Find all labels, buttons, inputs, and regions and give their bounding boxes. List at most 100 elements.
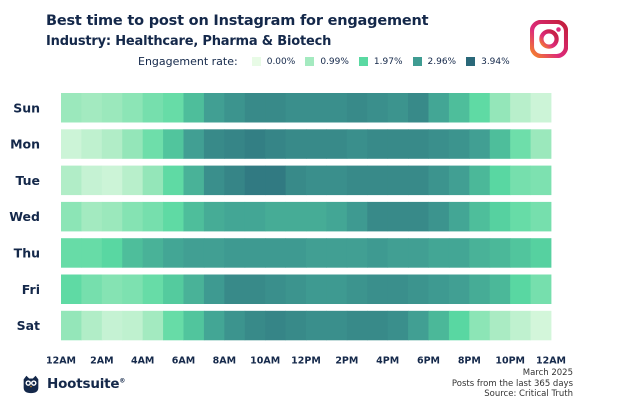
heatmap-cell	[203, 165, 225, 196]
legend-swatch	[358, 57, 368, 66]
heatmap-cell	[510, 165, 531, 196]
heatmap-cell	[428, 310, 450, 341]
heatmap-cell	[530, 238, 552, 268]
heatmap-cell	[469, 93, 491, 123]
x-tick-label: 10AM	[250, 355, 280, 366]
heatmap-cell	[265, 129, 286, 159]
heatmap-cell	[530, 310, 552, 341]
heatmap-cell	[428, 201, 450, 232]
heatmap-cell	[530, 201, 552, 232]
heatmap-rows	[61, 93, 552, 341]
legend-item: 0.00%	[251, 56, 296, 67]
heatmap-cell	[163, 274, 184, 304]
day-label: Mon	[10, 137, 40, 152]
heatmap-cell	[326, 310, 348, 341]
heatmap-cell	[306, 274, 327, 304]
heatmap-cell	[469, 165, 491, 196]
x-tick-label: 8AM	[213, 355, 236, 366]
heatmap-cell	[530, 274, 552, 304]
heatmap-cell	[244, 310, 266, 341]
heatmap-cell	[285, 93, 307, 123]
legend-label: 3.94%	[481, 56, 510, 67]
heatmap-cell	[387, 129, 409, 159]
legend-label: 2.96%	[427, 56, 457, 67]
instagram-icon	[530, 20, 568, 58]
heatmap-cell	[81, 238, 103, 268]
legend-item: 3.94%	[466, 57, 510, 67]
heatmap-cell	[448, 238, 470, 268]
heatmap-cell	[101, 310, 123, 341]
day-label: Fri	[22, 282, 40, 297]
legend-swatch	[412, 57, 422, 66]
heatmap-cell	[183, 201, 205, 232]
heatmap-cell	[183, 129, 205, 159]
heatmap-cell	[244, 201, 266, 232]
heatmap-cell	[326, 165, 348, 196]
heatmap-cell	[489, 310, 511, 341]
legend-swatch	[466, 57, 476, 66]
heatmap-cell	[469, 201, 491, 232]
heatmap-cell	[510, 274, 531, 304]
heatmap-cell	[428, 165, 450, 196]
heatmap-cell	[265, 274, 286, 304]
heatmap-cell	[81, 310, 103, 341]
heatmap-cell	[142, 165, 164, 196]
x-tick-label: 10PM	[495, 355, 525, 366]
heatmap-cell	[203, 93, 225, 123]
legend-label: 0.00%	[266, 56, 296, 67]
heatmap-cell	[306, 93, 327, 123]
heatmap-cell	[224, 93, 246, 123]
heatmap-cell	[61, 238, 82, 268]
heatmap-cell	[285, 201, 307, 232]
heatmap-cell	[122, 129, 144, 159]
heatmap-cell	[122, 238, 144, 268]
heatmap-cell	[346, 310, 368, 341]
heatmap-cell	[346, 129, 368, 159]
source-text: Source: Critical Truth	[484, 389, 573, 399]
day-label: Sat	[17, 318, 40, 333]
heatmap-cell	[428, 238, 450, 268]
heatmap-cell	[510, 93, 531, 123]
heatmap-cell	[367, 274, 389, 304]
heatmap-cell	[408, 310, 429, 341]
heatmap-cell	[387, 201, 409, 232]
heatmap-cell	[203, 129, 225, 159]
heatmap-cell	[142, 129, 164, 159]
heatmap-cell	[428, 129, 450, 159]
heatmap-cell	[163, 238, 184, 268]
heatmap-cell	[203, 201, 225, 232]
heatmap-cell	[408, 238, 429, 268]
heatmap-cell	[306, 201, 327, 232]
heatmap-cell	[163, 165, 184, 196]
heatmap-cell	[224, 129, 246, 159]
heatmap-cell	[224, 310, 246, 341]
heatmap-cell	[183, 93, 205, 123]
heatmap-cell	[367, 165, 389, 196]
heatmap-cell	[387, 310, 409, 341]
heatmap-cell	[448, 93, 470, 123]
heatmap-cell	[101, 274, 123, 304]
chart-subtitle: Industry: Healthcare, Pharma & Biotech	[46, 34, 332, 49]
heatmap-cell	[203, 238, 225, 268]
heatmap-cell	[469, 129, 491, 159]
heatmap-cell	[101, 238, 123, 268]
heatmap-cell	[61, 274, 82, 304]
heatmap-cell	[489, 201, 511, 232]
date-text: March 2025	[522, 368, 573, 378]
heatmap-cell	[489, 165, 511, 196]
x-tick-label: 2PM	[335, 355, 358, 366]
heatmap-cell	[163, 201, 184, 232]
heatmap-cell	[387, 93, 409, 123]
heatmap-cell	[61, 310, 82, 341]
heatmap-cell	[81, 165, 103, 196]
heatmap-cell	[244, 165, 266, 196]
heatmap-cell	[244, 238, 266, 268]
x-tick-label: 6PM	[417, 355, 440, 366]
heatmap-cell	[122, 93, 144, 123]
legend-item: 1.97%	[358, 57, 403, 67]
heatmap-cell	[142, 93, 164, 123]
heatmap-cell	[224, 238, 246, 268]
heatmap-cell	[285, 238, 307, 268]
heatmap-cell	[408, 201, 429, 232]
legend: Engagement rate: 0.00% 0.99% 1.97% 2.96%…	[138, 55, 520, 68]
